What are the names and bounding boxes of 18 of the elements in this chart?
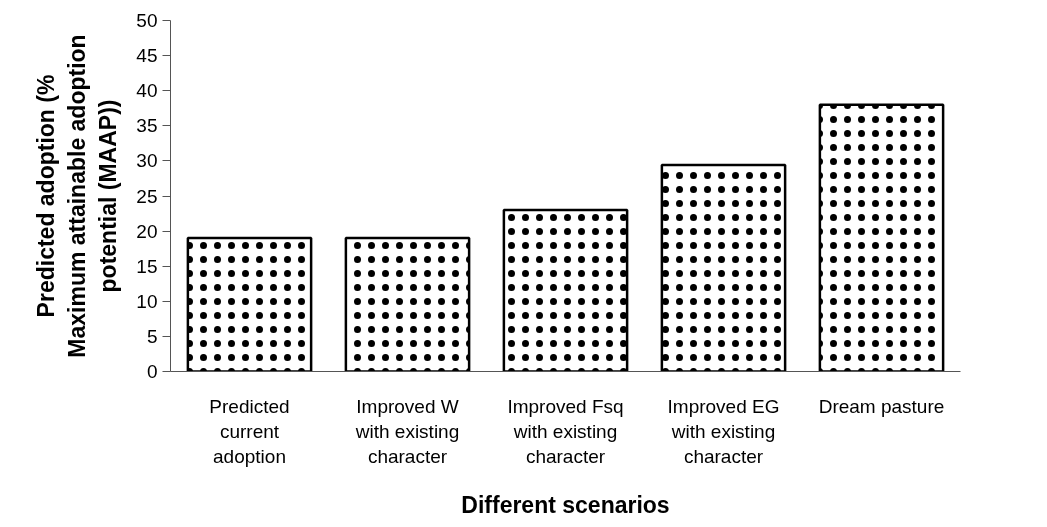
y-tick-label: 25 bbox=[136, 185, 158, 207]
y-tick-label: 0 bbox=[146, 361, 158, 382]
y-tick-label: 30 bbox=[136, 150, 158, 172]
y-tick-label: 50 bbox=[136, 10, 158, 31]
x-tick-label: Improved Fsq with existing character bbox=[507, 395, 624, 467]
y-tick-label: 40 bbox=[136, 80, 158, 102]
y-tick-label: 45 bbox=[136, 45, 158, 67]
x-tick-label: Improved W with existing character bbox=[354, 395, 460, 467]
y-tick-label: 5 bbox=[146, 325, 158, 347]
y-tick-label: 20 bbox=[136, 220, 158, 242]
y-tick-label: 15 bbox=[136, 255, 158, 277]
x-tick-label: Predicted current adoption bbox=[209, 395, 290, 467]
x-axis-title: Different scenarios bbox=[461, 491, 670, 518]
y-axis-title: Predicted adoption (% Maximum attainable adoption potential (MAAP)) bbox=[32, 34, 122, 358]
y-tick-label: 10 bbox=[136, 290, 158, 312]
x-tick-label: Improved EG with existing character bbox=[667, 395, 780, 467]
y-tick-label: 35 bbox=[136, 115, 158, 137]
x-tick-label: Dream pasture bbox=[818, 395, 945, 417]
